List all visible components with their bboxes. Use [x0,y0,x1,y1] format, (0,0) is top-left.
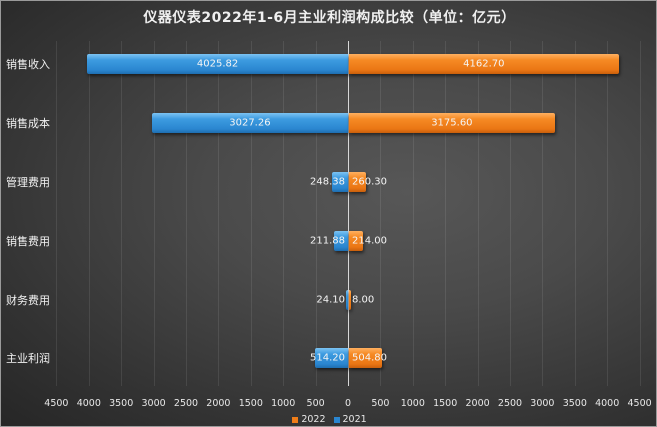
gridline [186,41,187,386]
gridline [574,41,576,386]
category-label: 主业利润 [6,352,50,365]
data-label-2021: 211.88 [310,235,345,247]
gridline [607,41,609,386]
category-label: 管理费用 [6,176,50,189]
bar-2022[interactable] [349,231,363,251]
legend-label: 2021 [342,414,367,425]
gridline [153,41,155,386]
gridline [88,41,90,386]
data-label-2021: 24.10 [316,294,345,306]
x-tick-label: 0 [344,398,352,409]
gridline [218,41,220,386]
data-label-2021: 514.20 [310,352,345,364]
legend-item-2021[interactable]: 2021 [333,414,367,425]
legend-swatch-icon [292,416,299,423]
bar-2022[interactable] [349,113,555,133]
data-label-2022: 3175.60 [431,117,473,129]
x-tick-label: 2000 [465,398,490,409]
gridline [445,41,447,386]
legend-item-2022[interactable]: 2022 [292,414,326,425]
legend-label: 2022 [301,414,326,425]
bar-2022[interactable] [349,172,366,192]
data-label-2022: 8.00 [352,294,375,306]
x-tick-label: 3500 [562,398,587,409]
bar-2021[interactable] [151,113,348,133]
gridline [639,41,641,386]
bar-2021[interactable] [334,231,348,251]
gridline [315,41,317,386]
bar-2021[interactable] [314,348,348,368]
gridline [510,41,511,386]
gridline [380,41,382,386]
x-tick-label: 2000 [206,398,231,409]
x-tick-label: 2500 [497,398,523,409]
legend-swatch-icon [333,416,340,423]
x-tick-label: 1000 [400,398,425,409]
bar-2022[interactable] [349,348,382,368]
data-label-2021: 4025.82 [196,58,239,70]
gridline [477,41,479,386]
bar-2021[interactable] [331,172,348,192]
gridline [542,41,544,386]
category-label: 销售成本 [6,117,50,130]
x-tick-label: 4500 [44,398,69,409]
x-tick-label: 4000 [76,398,101,409]
gridline [412,41,414,386]
bar-2021[interactable] [346,290,348,310]
gridline [283,41,285,386]
category-label: 财务费用 [6,294,50,307]
x-tick-label: 3000 [530,398,555,409]
x-tick-label: 4500 [627,398,652,409]
x-tick-label: 1500 [433,398,458,409]
gridline [56,41,58,386]
data-label-2022: 214.00 [352,235,387,247]
data-label-2022: 4162.70 [463,58,505,70]
zero-axis-line [348,41,349,386]
x-tick-label: 500 [371,398,390,409]
chart-title: 仪器仪表2022年1-6月主业利润构成比较（单位：亿元） [143,10,516,26]
gridline [121,41,123,386]
bar-2022[interactable] [349,290,351,310]
gridline [250,41,252,386]
data-label-2021: 248.38 [310,176,345,188]
data-label-2022: 504.80 [352,352,387,364]
x-tick-label: 1500 [238,398,263,409]
x-tick-label: 4000 [595,398,620,409]
x-tick-label: 3500 [109,398,134,409]
x-tick-label: 1000 [271,398,296,409]
bar-2021[interactable] [87,54,348,74]
data-label-2022: 260.30 [352,176,387,188]
x-tick-label: 500 [306,398,325,409]
bar-2022[interactable] [349,54,619,74]
category-label: 销售收入 [6,58,50,71]
x-tick-label: 3000 [141,398,166,409]
category-label: 销售费用 [6,235,50,248]
data-label-2021: 3027.26 [229,117,271,129]
chart-legend: 2022 2021 [1,414,656,425]
x-tick-label: 2500 [173,398,199,409]
